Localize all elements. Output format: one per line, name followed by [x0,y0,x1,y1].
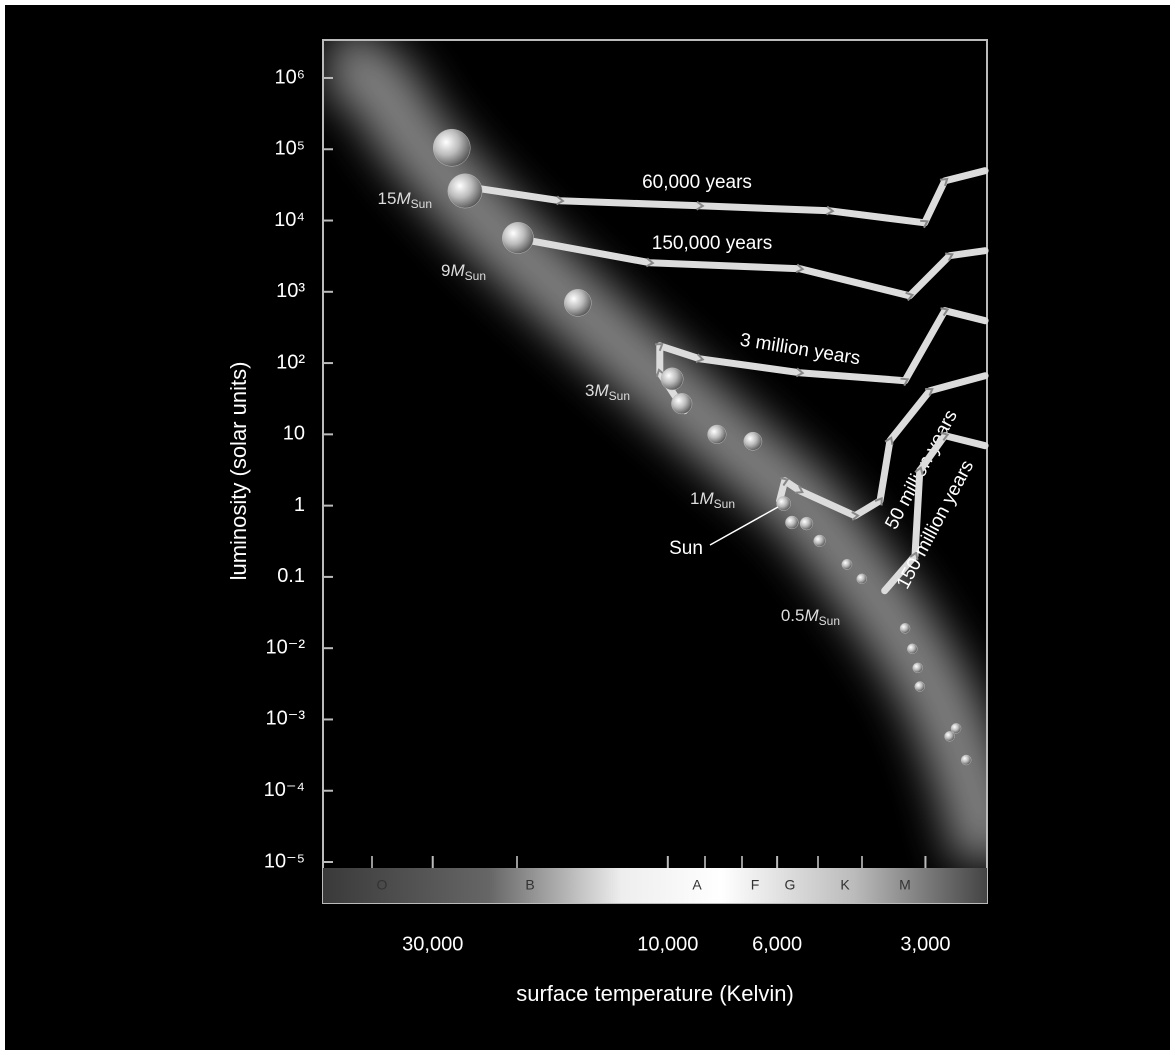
mass-subscript: Sun [411,197,432,211]
sun-label: Sun [669,538,703,559]
y-tick-label: 10⁶ [275,66,305,88]
star [907,644,917,654]
mass-symbol: M [450,261,465,280]
star [961,755,971,765]
star [777,496,791,510]
x-tick-label: 6,000 [752,933,802,955]
spectral-class: G [785,877,796,893]
track-label: 150,000 years [652,233,772,254]
mass-symbol: M [396,189,411,208]
spectral-class: O [377,877,388,893]
mass-value: 9 [441,261,450,280]
spectral-class: M [899,877,911,893]
x-tick-label: 30,000 [402,933,463,955]
star [945,731,955,741]
y-tick-label: 10⁵ [274,138,305,160]
star [671,393,692,414]
mass-symbol: M [699,489,714,508]
page: {"chart_data": { "type": "scatter", "x_l… [0,0,1175,1055]
y-tick-label: 10⁻³ [266,708,306,730]
spectral-class: F [751,877,760,893]
mass-symbol: M [594,381,609,400]
track-label: 60,000 years [642,172,752,193]
mass-subscript: Sun [714,497,735,511]
star [951,723,961,733]
star [915,681,925,691]
star [708,425,727,444]
spectral-class: K [840,877,850,893]
star [433,129,470,166]
star [913,663,923,673]
y-tick-label: 10 [283,423,305,445]
mass-subscript: Sun [465,269,486,283]
y-tick-label: 1 [294,494,305,516]
mass-symbol: M [804,606,819,625]
star [785,516,798,529]
star [502,222,533,253]
spectral-band [323,868,987,903]
x-axis-title: surface temperature (Kelvin) [516,981,794,1006]
mass-value: 3 [585,381,594,400]
chart: luminosity (solar units) surface tempera… [0,0,1175,1055]
y-tick-label: 10⁴ [274,209,305,231]
mass-subscript: Sun [819,614,840,628]
x-tick-label: 3,000 [900,933,950,955]
star [842,559,852,569]
y-tick-label: 0.1 [277,565,305,587]
y-axis-title: luminosity (solar units) [226,362,251,581]
x-tick-label: 10,000 [637,933,698,955]
mass-value: 0.5 [781,606,805,625]
y-tick-label: 10³ [276,280,305,302]
y-tick-label: 10⁻⁵ [264,850,305,872]
mass-value: 1 [690,489,699,508]
star [661,368,683,390]
star [857,574,867,584]
mass-value: 15 [378,189,397,208]
star [564,289,591,316]
mass-subscript: Sun [609,389,630,403]
star [800,517,813,530]
y-tick-label: 10⁻⁴ [264,779,305,801]
star [814,535,826,547]
spectral-class: B [525,877,534,893]
star [744,432,762,450]
star [900,623,910,633]
star [448,174,482,208]
y-tick-label: 10² [276,351,305,373]
y-tick-label: 10⁻² [266,636,306,658]
spectral-class: A [692,877,702,893]
